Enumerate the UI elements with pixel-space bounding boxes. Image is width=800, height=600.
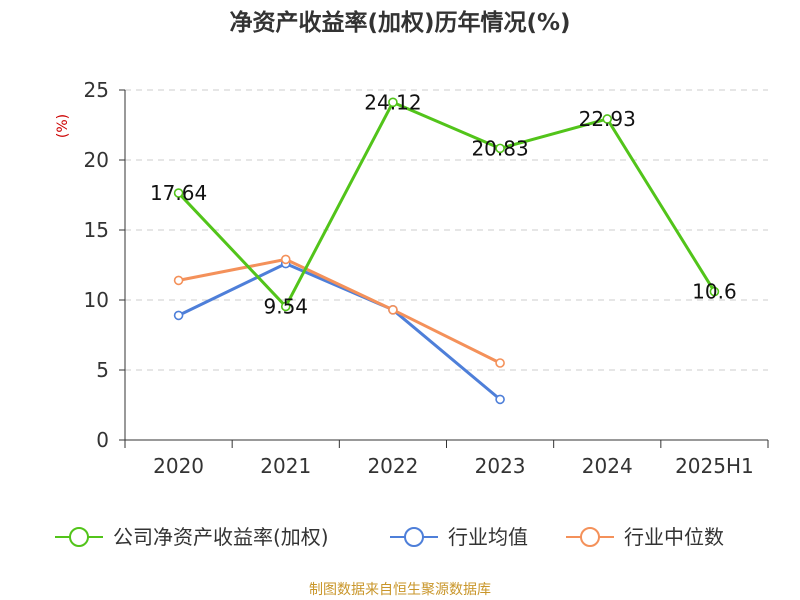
data-point [602, 114, 613, 124]
data-point [388, 97, 398, 108]
y-tick-label: 0 [96, 428, 109, 452]
legend-label: 公司净资产收益率(加权) [113, 525, 329, 549]
x-tick-label: 2025H1 [675, 454, 754, 478]
y-tick-label: 15 [84, 218, 109, 242]
x-tick-label: 2020 [153, 454, 204, 478]
y-tick-label: 10 [84, 288, 109, 312]
data-point [709, 286, 720, 297]
series-line [178, 257, 501, 365]
data-point [495, 394, 505, 405]
y-tick-label: 5 [96, 358, 109, 382]
data-point [280, 301, 291, 312]
data-label: 20.83 [471, 136, 528, 160]
grid-lines [125, 89, 768, 371]
chart-title: 净资产收益率(加权)历年情况(%) [229, 9, 570, 36]
legend-label: 行业均值 [448, 525, 528, 549]
x-tick-label: 2024 [582, 454, 633, 478]
x-tick-label: 2023 [475, 454, 526, 478]
y-tick-label: 20 [84, 148, 109, 172]
series-line [177, 100, 716, 308]
series-line [177, 262, 502, 401]
data-label: 22.93 [579, 107, 636, 131]
y-axis-label: (%) [55, 114, 71, 138]
series-lines [173, 97, 720, 405]
legend-marker [580, 527, 600, 547]
x-tick-label: 2021 [260, 454, 311, 478]
data-point [173, 275, 184, 286]
data-point [495, 358, 505, 368]
data-label: 17.64 [150, 181, 207, 205]
data-label: 9.54 [263, 294, 308, 318]
x-tick-label: 2022 [367, 454, 418, 478]
y-tick-label: 25 [84, 78, 109, 102]
data-point [495, 143, 505, 154]
data-label: 24.12 [364, 90, 421, 114]
data-point [173, 188, 184, 198]
legend-marker [404, 527, 424, 547]
legend-marker [69, 527, 89, 547]
axes: 0 5 10 15 20 25 2020 2021 2022 2023 2024 2025H1 [84, 78, 769, 478]
legend-label: 行业中位数 [624, 525, 724, 549]
source-text: 制图数据来自恒生聚源数据库 [309, 582, 491, 598]
data-labels: 17.64 9.54 24.12 20.83 22.93 10.6 [150, 90, 737, 318]
data-point [280, 254, 291, 265]
data-point [388, 304, 398, 315]
legend: 公司净资产收益率(加权) 行业均值 行业中位数 [55, 525, 724, 549]
data-label: 10.6 [692, 280, 737, 304]
data-point [173, 310, 184, 321]
